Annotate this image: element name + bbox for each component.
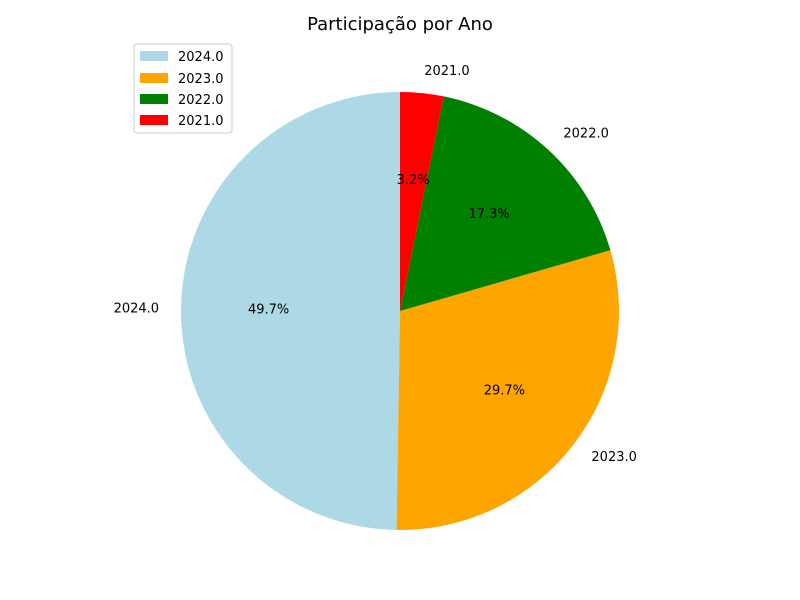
- legend-label-2021: 2021.0: [178, 114, 224, 129]
- pie-slice-2021: [400, 92, 444, 311]
- legend-swatch-2022: [140, 94, 168, 104]
- slice-label-2021: 2021.0: [424, 64, 470, 79]
- pie-labels: 2024.0 49.7% 2023.0 29.7% 2022.0 17.3% 2021.0 3…: [114, 64, 637, 465]
- chart-title: Participação por Ano: [307, 14, 493, 35]
- legend-label-2024: 2024.0: [178, 50, 224, 65]
- legend-label-2023: 2023.0: [178, 72, 224, 87]
- pie-slice-2022: [400, 96, 611, 311]
- legend-frame: [133, 43, 233, 134]
- slice-label-2022: 2022.0: [563, 126, 609, 141]
- slice-percent-2022: 17.3%: [468, 207, 509, 222]
- slice-percent-2023: 29.7%: [484, 383, 525, 398]
- legend-swatch-2024: [140, 51, 168, 61]
- slice-percent-2024: 49.7%: [248, 302, 289, 317]
- legend-swatch-2023: [140, 73, 168, 83]
- slice-percent-2021: 3.2%: [397, 173, 430, 188]
- legend-label-2022: 2022.0: [178, 93, 224, 108]
- pie-slices: [181, 92, 619, 530]
- pie-slice-2024: [181, 92, 400, 530]
- pie-slice-2023: [396, 250, 619, 530]
- slice-label-2023: 2023.0: [591, 450, 637, 465]
- slice-label-2024: 2024.0: [114, 302, 160, 317]
- legend: 2024.0 2023.0 2022.0 2021.0: [133, 43, 233, 134]
- legend-swatch-2021: [140, 115, 168, 125]
